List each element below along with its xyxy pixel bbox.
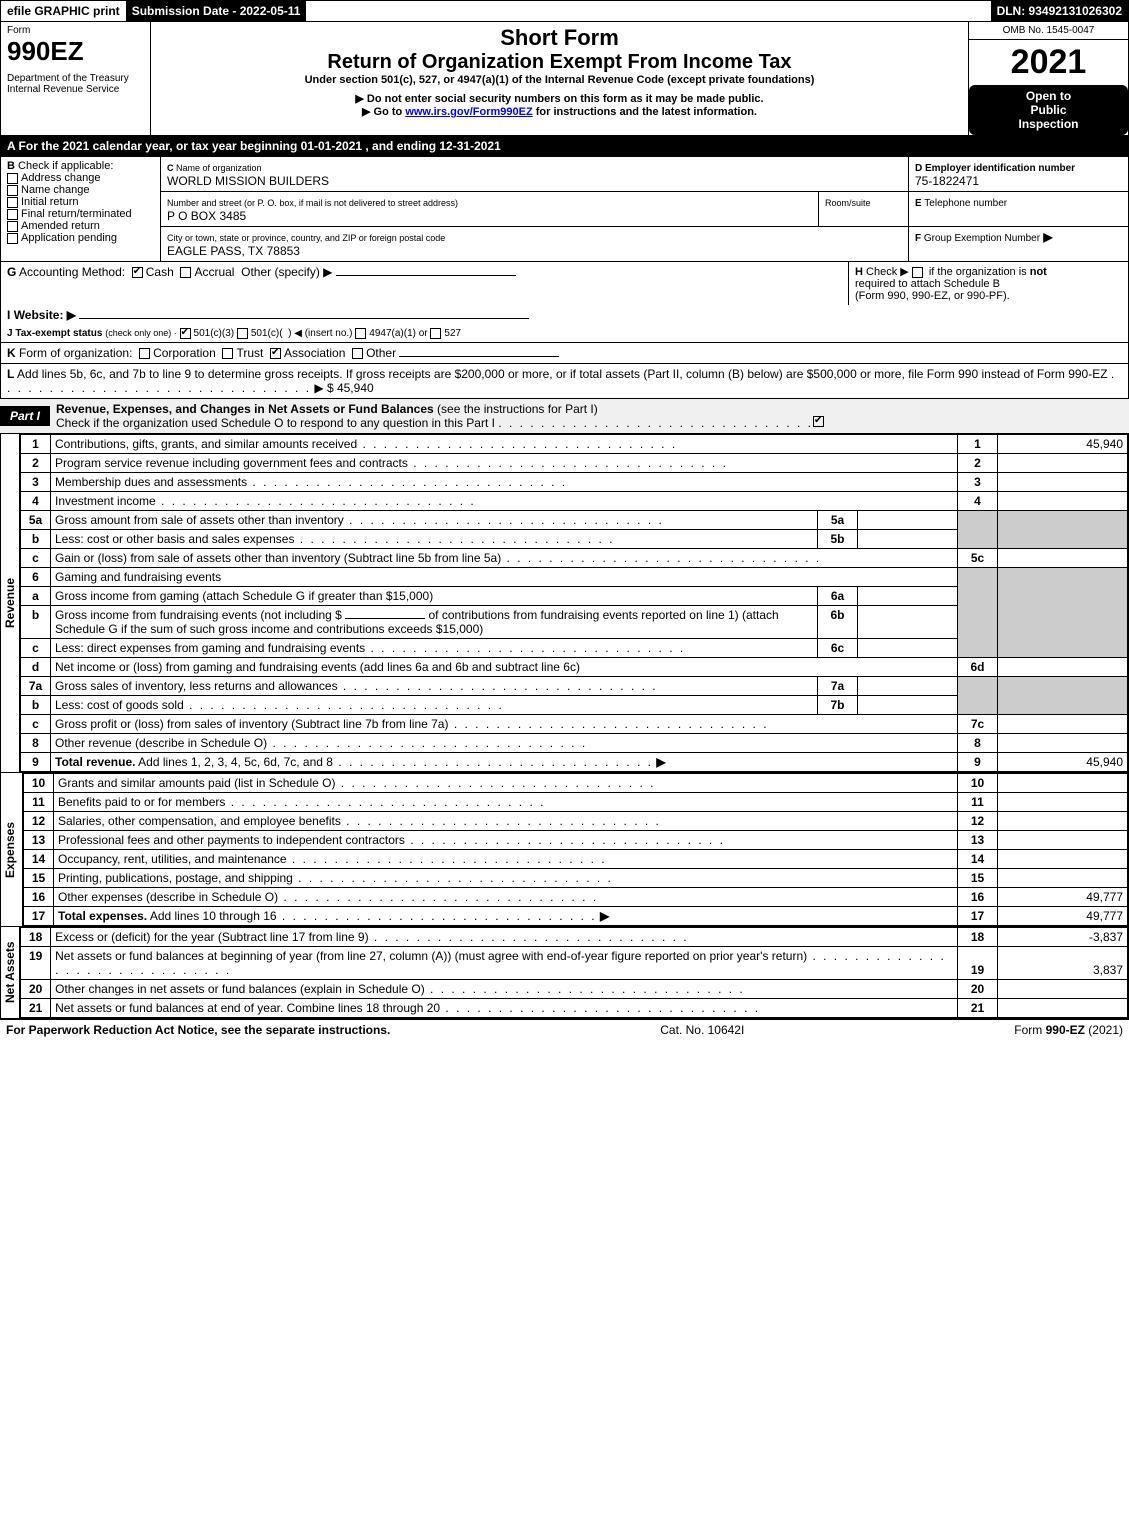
line-19-value: 3,837 bbox=[998, 947, 1128, 980]
netassets-body: Net Assets 18Excess or (deficit) for the… bbox=[0, 927, 1129, 1019]
line-1: 1 Contributions, gifts, grants, and simi… bbox=[21, 435, 1128, 454]
main-title: Return of Organization Exempt From Incom… bbox=[157, 51, 962, 74]
dln-label: DLN: 93492131026302 bbox=[991, 1, 1128, 21]
footer-form-ref: Form 990-EZ (2021) bbox=[1014, 1023, 1123, 1037]
line-9: 9 Total revenue. Add lines 1, 2, 3, 4, 5… bbox=[21, 753, 1128, 772]
section-b-label: B bbox=[7, 160, 15, 172]
chk-name-change[interactable] bbox=[7, 185, 18, 196]
chk-final-return[interactable] bbox=[7, 209, 18, 220]
line-2: 2 Program service revenue including gove… bbox=[21, 454, 1128, 473]
chk-other-org[interactable] bbox=[352, 348, 363, 359]
ein-value: 75-1822471 bbox=[915, 174, 979, 188]
line-18: 18Excess or (deficit) for the year (Subt… bbox=[21, 928, 1128, 947]
line-21: 21Net assets or fund balances at end of … bbox=[21, 999, 1128, 1018]
line-16-value: 49,777 bbox=[998, 888, 1128, 907]
org-name: WORLD MISSION BUILDERS bbox=[167, 174, 329, 188]
line-10: 10Grants and similar amounts paid (list … bbox=[24, 774, 1128, 793]
submission-date: Submission Date - 2022-05-11 bbox=[126, 1, 307, 21]
expenses-table: 10Grants and similar amounts paid (list … bbox=[23, 773, 1128, 926]
section-k: K Form of organization: Corporation Trus… bbox=[0, 343, 1129, 364]
part-i-header: Part I Revenue, Expenses, and Changes in… bbox=[0, 398, 1129, 434]
line-11: 11Benefits paid to or for members11 bbox=[24, 793, 1128, 812]
under-section: Under section 501(c), 527, or 4947(a)(1)… bbox=[157, 74, 962, 86]
netassets-table: 18Excess or (deficit) for the year (Subt… bbox=[20, 927, 1128, 1018]
chk-schedule-o-used[interactable] bbox=[813, 416, 824, 427]
part-i-body: Revenue 1 Contributions, gifts, grants, … bbox=[0, 434, 1129, 773]
line-20: 20Other changes in net assets or fund ba… bbox=[21, 980, 1128, 999]
org-street: P O BOX 3485 bbox=[167, 209, 246, 223]
chk-527[interactable] bbox=[430, 328, 441, 339]
line-16: 16Other expenses (describe in Schedule O… bbox=[24, 888, 1128, 907]
expenses-section-label: Expenses bbox=[1, 773, 22, 926]
line-7a: 7a Gross sales of inventory, less return… bbox=[21, 677, 1128, 696]
chk-corporation[interactable] bbox=[139, 348, 150, 359]
g-h-row: G Accounting Method: Cash Accrual Other … bbox=[0, 262, 1129, 305]
org-info-grid: B Check if applicable: Address change Na… bbox=[0, 157, 1129, 262]
chk-amended-return[interactable] bbox=[7, 221, 18, 232]
netassets-section-label: Net Assets bbox=[1, 927, 19, 1018]
line-7c: c Gross profit or (loss) from sales of i… bbox=[21, 715, 1128, 734]
short-form-title: Short Form bbox=[157, 25, 962, 51]
footer-catno: Cat. No. 10642I bbox=[660, 1023, 744, 1037]
line-5a: 5a Gross amount from sale of assets othe… bbox=[21, 511, 1128, 530]
section-j: J Tax-exempt status (check only one) · 5… bbox=[0, 325, 1129, 343]
line-6: 6 Gaming and fundraising events bbox=[21, 568, 1128, 587]
chk-association[interactable] bbox=[270, 348, 281, 359]
section-b-head: Check if applicable: bbox=[18, 160, 113, 172]
section-i: I Website: ▶ bbox=[0, 305, 1129, 325]
bullet-ssn: ▶ Do not enter social security numbers o… bbox=[157, 92, 962, 105]
line-8: 8 Other revenue (describe in Schedule O)… bbox=[21, 734, 1128, 753]
chk-cash[interactable] bbox=[132, 267, 143, 278]
open-to-public: Open to Public Inspection bbox=[969, 85, 1128, 135]
line-3: 3 Membership dues and assessments 3 bbox=[21, 473, 1128, 492]
line-18-value: -3,837 bbox=[998, 928, 1128, 947]
section-l: L Add lines 5b, 6c, and 7b to line 9 to … bbox=[0, 364, 1129, 398]
revenue-table: 1 Contributions, gifts, grants, and simi… bbox=[20, 434, 1128, 772]
topbar: efile GRAPHIC print Submission Date - 20… bbox=[0, 0, 1129, 22]
line-19: 19 Net assets or fund balances at beginn… bbox=[21, 947, 1128, 980]
efile-label: efile GRAPHIC print bbox=[1, 1, 126, 21]
footer-left: For Paperwork Reduction Act Notice, see … bbox=[6, 1023, 390, 1037]
page-footer: For Paperwork Reduction Act Notice, see … bbox=[0, 1019, 1129, 1040]
chk-initial-return[interactable] bbox=[7, 197, 18, 208]
chk-501c3[interactable] bbox=[180, 328, 191, 339]
tax-year: 2021 bbox=[969, 40, 1128, 85]
form-number: 990EZ bbox=[7, 36, 144, 67]
form-word: Form bbox=[7, 25, 144, 36]
chk-scheduleb-not-required[interactable] bbox=[912, 267, 923, 278]
part-i-tag: Part I bbox=[0, 406, 50, 426]
line-15: 15Printing, publications, postage, and s… bbox=[24, 869, 1128, 888]
chk-address-change[interactable] bbox=[7, 173, 18, 184]
org-city: EAGLE PASS, TX 78853 bbox=[167, 244, 300, 258]
line-14: 14Occupancy, rent, utilities, and mainte… bbox=[24, 850, 1128, 869]
chk-501c[interactable] bbox=[237, 328, 248, 339]
line-17-value: 49,777 bbox=[998, 907, 1128, 926]
line-4: 4 Investment income 4 bbox=[21, 492, 1128, 511]
irs-link[interactable]: www.irs.gov/Form990EZ bbox=[405, 106, 532, 118]
line-12: 12Salaries, other compensation, and empl… bbox=[24, 812, 1128, 831]
line-5c: c Gain or (loss) from sale of assets oth… bbox=[21, 549, 1128, 568]
gross-receipts-amount: ▶ $ 45,940 bbox=[314, 381, 373, 395]
omb-number: OMB No. 1545-0047 bbox=[969, 22, 1128, 40]
revenue-section-label: Revenue bbox=[1, 434, 19, 772]
form-header: Form 990EZ Department of the Treasury In… bbox=[0, 22, 1129, 136]
line-17: 17Total expenses. Add lines 10 through 1… bbox=[24, 907, 1128, 926]
chk-application-pending[interactable] bbox=[7, 233, 18, 244]
bullet-goto: ▶ Go to www.irs.gov/Form990EZ for instru… bbox=[157, 105, 962, 118]
chk-trust[interactable] bbox=[222, 348, 233, 359]
line-13: 13Professional fees and other payments t… bbox=[24, 831, 1128, 850]
line-9-value: 45,940 bbox=[998, 753, 1128, 772]
line-1-value: 45,940 bbox=[998, 435, 1128, 454]
dept-label: Department of the Treasury bbox=[7, 73, 129, 84]
irs-label: Internal Revenue Service bbox=[7, 84, 119, 95]
section-a: A For the 2021 calendar year, or tax yea… bbox=[0, 136, 1129, 157]
chk-accrual[interactable] bbox=[180, 267, 191, 278]
expenses-body: Expenses 10Grants and similar amounts pa… bbox=[0, 773, 1129, 927]
chk-4947a1[interactable] bbox=[355, 328, 366, 339]
line-6d: d Net income or (loss) from gaming and f… bbox=[21, 658, 1128, 677]
